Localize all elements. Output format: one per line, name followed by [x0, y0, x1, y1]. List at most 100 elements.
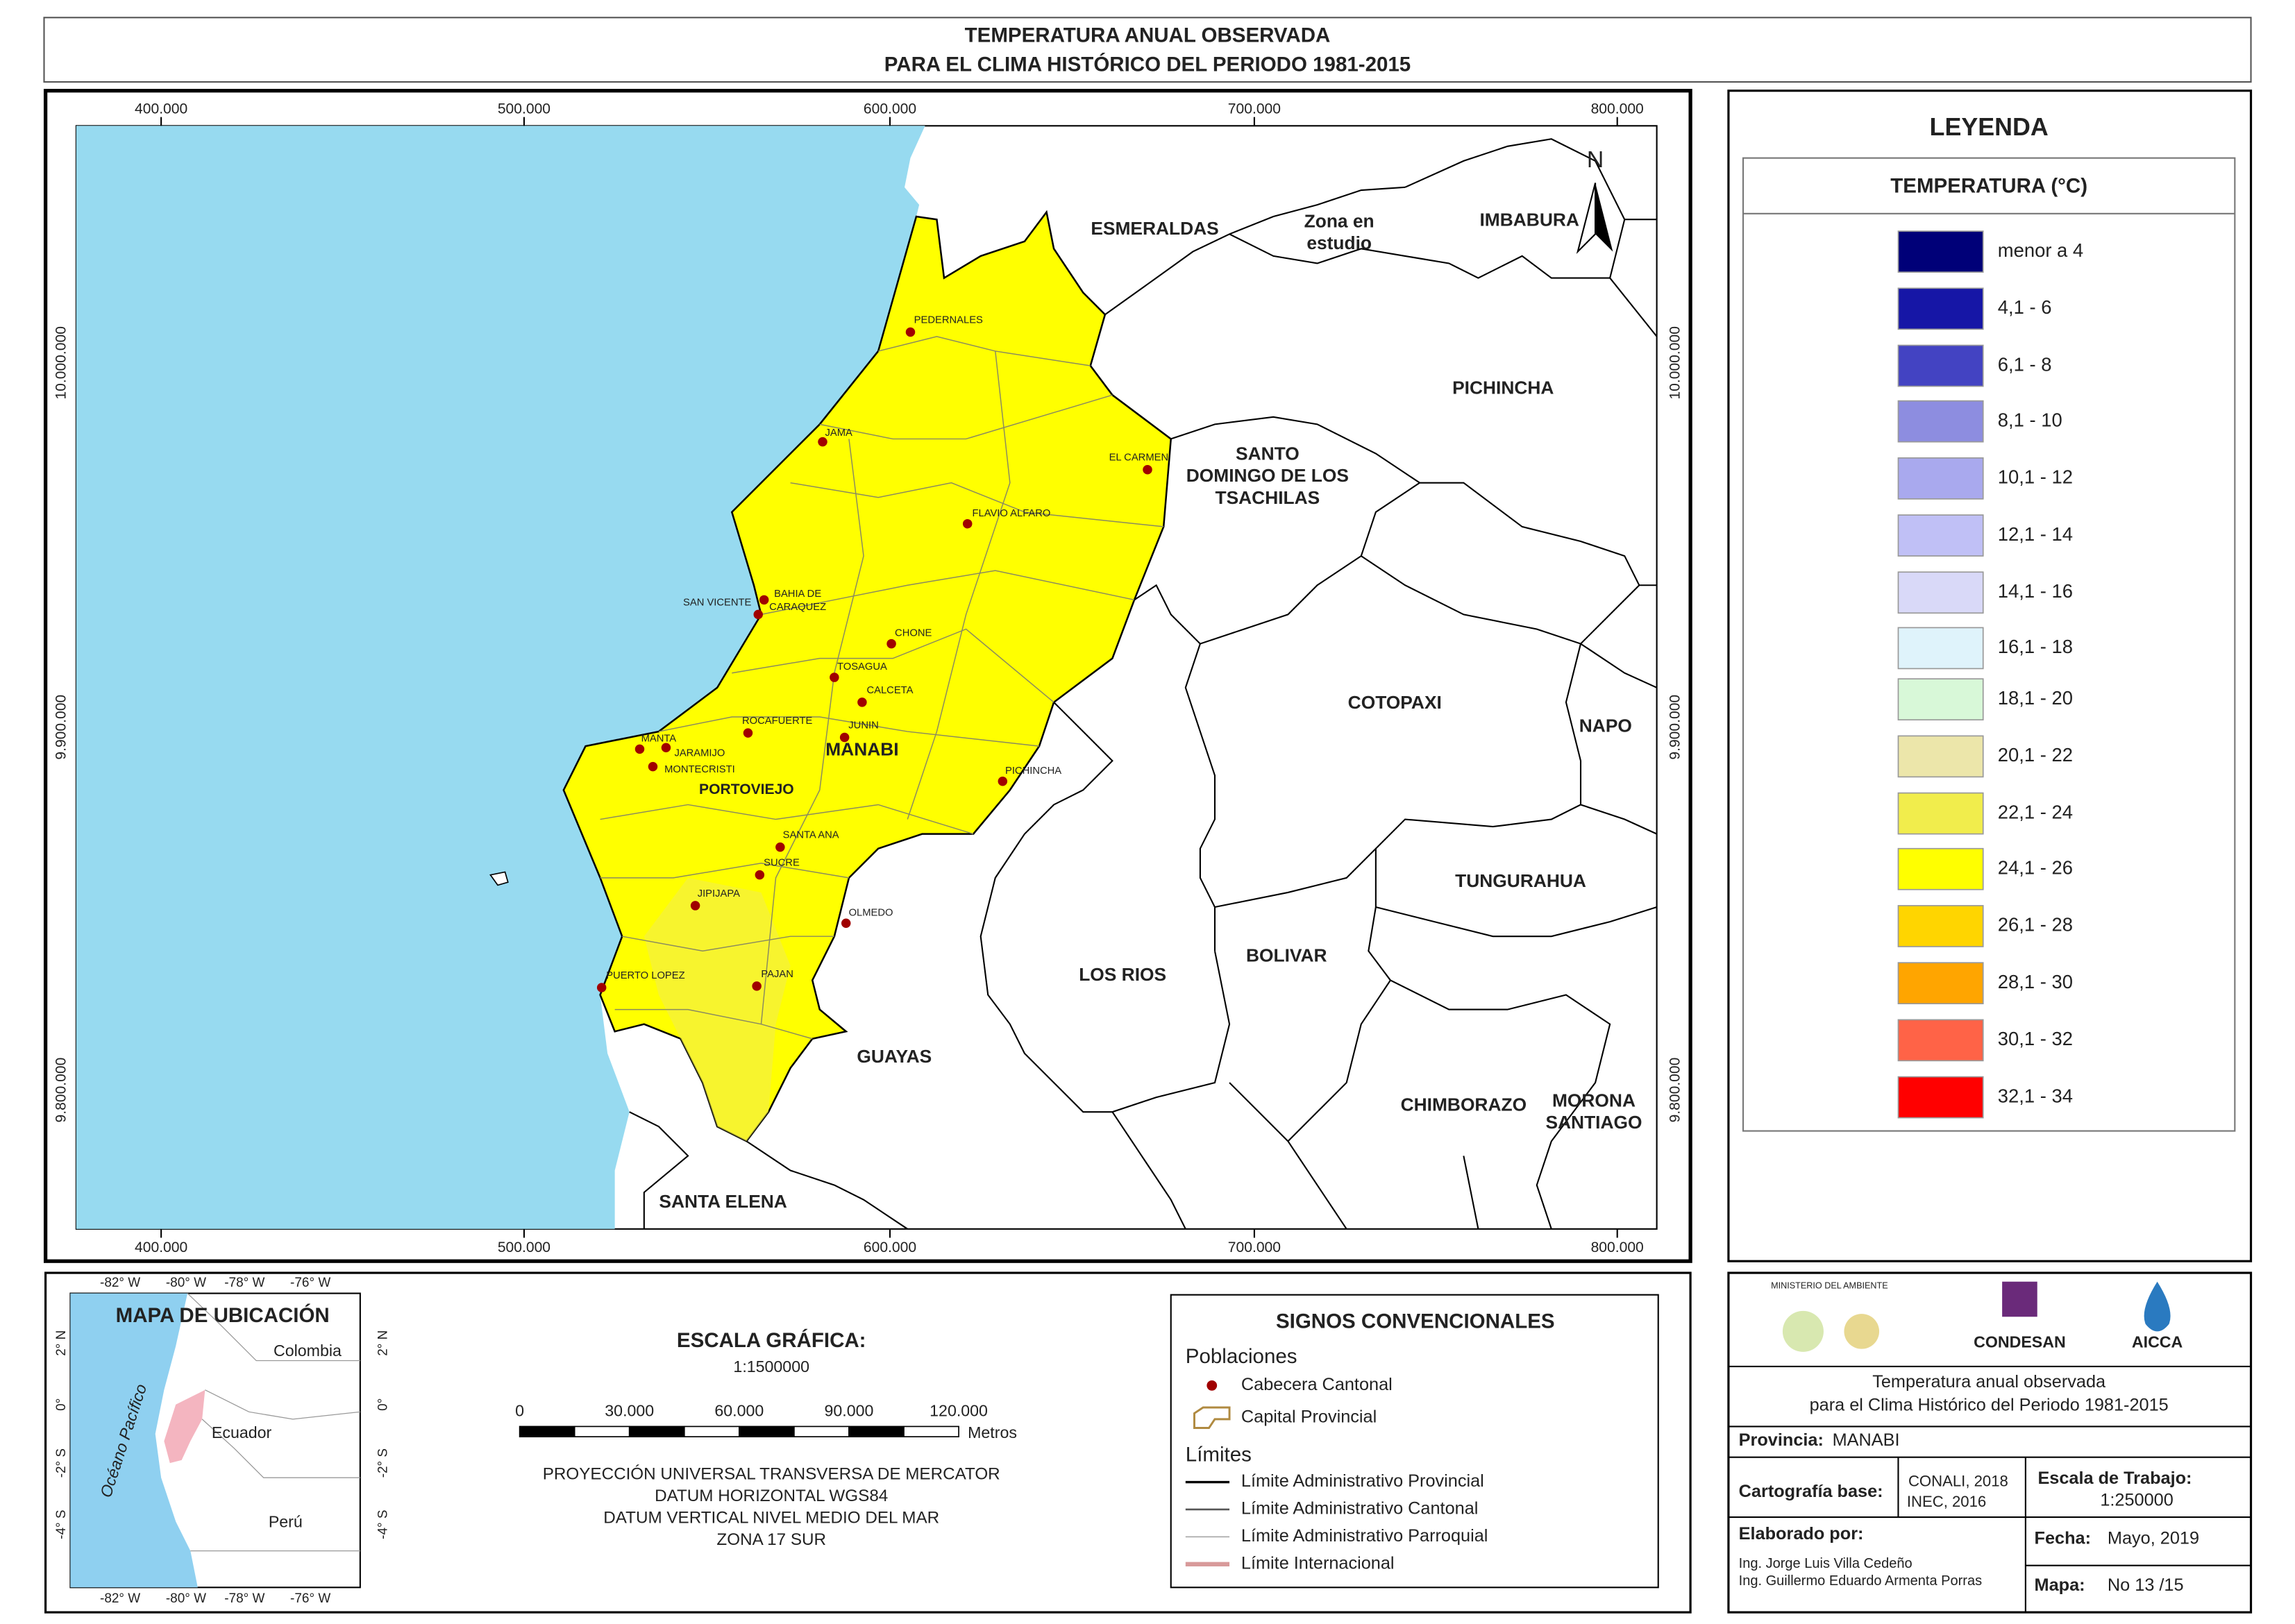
lon-label: -80° W — [166, 1591, 206, 1606]
legend-swatch — [1897, 847, 1984, 890]
info-value: INEC, 2016 — [1907, 1493, 1986, 1510]
legend-swatch — [1897, 678, 1984, 721]
town-dot — [634, 744, 645, 754]
legend-label: 8,1 - 10 — [1998, 409, 2062, 430]
grid-x-label: 600.000 — [864, 1240, 916, 1255]
scale-ratio: 1:1500000 — [733, 1357, 809, 1376]
legend-subtitle: TEMPERATURA (°C) — [1890, 175, 2087, 198]
capital-symbol — [1193, 1406, 1231, 1429]
town-label: PEDERNALES — [914, 315, 983, 326]
grid-x-label: 500.000 — [498, 1240, 550, 1255]
logo-text: MINISTERIO DEL AMBIENTE — [1771, 1280, 1888, 1290]
province-label: NAPO — [1579, 716, 1632, 736]
info-value: Ing. Guillermo Eduardo Armenta Porras — [1739, 1573, 1982, 1589]
scale-title: ESCALA GRÁFICA: — [677, 1328, 866, 1352]
title-frame — [43, 17, 2252, 83]
symbols-heading: Poblaciones — [1186, 1345, 1297, 1368]
town-dot — [690, 901, 700, 911]
title-line: PARA EL CLIMA HISTÓRICO DEL PERIODO 1981… — [884, 53, 1411, 76]
town-label: MONTECRISTI — [664, 764, 735, 775]
legend-label: 12,1 - 14 — [1998, 523, 2073, 545]
province-label: CHIMBORAZO — [1401, 1094, 1527, 1115]
scale-tick: 120.000 — [930, 1401, 988, 1419]
legend-label: 16,1 - 18 — [1998, 636, 2073, 657]
cantonal-limit — [819, 394, 1113, 440]
lon-label: -82° W — [100, 1276, 140, 1290]
provincial-limit — [1287, 1140, 1347, 1230]
provincial-limit — [1580, 804, 1658, 835]
province-label: GUAYAS — [857, 1046, 932, 1067]
info-label: Provincia: — [1739, 1430, 1824, 1450]
info-value: No 13 /15 — [2108, 1575, 2184, 1595]
scale-bar — [683, 1426, 740, 1438]
grid-x-label: 600.000 — [864, 101, 916, 117]
info-value: 1:250000 — [2100, 1491, 2173, 1510]
lon-label: -76° W — [290, 1276, 330, 1290]
logo-icon — [1782, 1310, 1824, 1352]
info-grid — [1728, 1365, 2251, 1613]
town-label: ROCAFUERTE — [742, 716, 813, 727]
province-label: Zona en — [1304, 210, 1375, 231]
scale-bar — [793, 1426, 850, 1438]
legend-swatch — [1897, 905, 1984, 947]
info-label: Mapa: — [2035, 1575, 2085, 1595]
cantonal-limit — [760, 439, 864, 1024]
province-label: MORONA — [1552, 1090, 1636, 1110]
grid-y-label: 9.900.000 — [53, 695, 69, 760]
provincial-limit — [1214, 643, 1582, 908]
legend-label: 24,1 - 26 — [1998, 856, 2073, 878]
town-label: JIPIJAPA — [698, 888, 740, 899]
provincial-limit — [1580, 643, 1658, 688]
town-symbol — [1207, 1380, 1218, 1391]
cantonal-limit — [907, 350, 1011, 820]
ocean — [76, 126, 925, 1229]
province-label: BOLIVAR — [1246, 945, 1327, 966]
cantonal-limit — [732, 628, 1054, 703]
scale-bar — [848, 1426, 905, 1438]
provincial-limit — [746, 1140, 908, 1230]
legend-label: 30,1 - 32 — [1998, 1028, 2073, 1049]
provincial-limit — [1104, 186, 1406, 316]
legend-label: 18,1 - 20 — [1998, 687, 2073, 709]
legend-swatch — [1897, 627, 1984, 670]
grid-y-label: 10.000.000 — [53, 326, 69, 399]
location-border — [205, 1389, 360, 1420]
scale-bar — [573, 1426, 630, 1438]
town-dot — [886, 638, 896, 649]
province-label: PICHINCHA — [1452, 378, 1554, 398]
provincial-limit — [1463, 1156, 1479, 1230]
legend-swatch — [1897, 1076, 1984, 1119]
location-title: MAPA DE UBICACIÓN — [116, 1303, 330, 1327]
town-label: SAN VICENTE — [683, 597, 752, 608]
province-label: LOS RIOS — [1079, 964, 1166, 985]
legend-swatch — [1897, 962, 1984, 1005]
cantonal-limit — [600, 863, 850, 879]
town-dot — [818, 437, 827, 447]
lat-label: -2° S — [376, 1448, 391, 1478]
legend-label: 20,1 - 22 — [1998, 744, 2073, 766]
provincial-limit — [1609, 277, 1658, 337]
bottom-frame — [44, 1271, 1692, 1614]
grid-x-label: 400.000 — [135, 1240, 187, 1255]
town-dot — [905, 327, 916, 337]
province-label: SANTA ELENA — [659, 1191, 787, 1212]
town-label: TOSAGUA — [837, 661, 887, 673]
info-label: Elaborado por: — [1739, 1524, 1864, 1543]
province-label: estudio — [1306, 232, 1372, 253]
scale-tick: 30.000 — [605, 1401, 654, 1419]
scale-bar — [903, 1426, 959, 1438]
town-dot — [753, 609, 763, 620]
provincial-limit — [1229, 848, 1392, 1142]
projection-line: PROYECCIÓN UNIVERSAL TRANSVERSA DE MERCA… — [543, 1464, 1000, 1483]
symbols-item: Límite Administrativo Cantonal — [1241, 1499, 1478, 1519]
scale-tick: 0 — [515, 1401, 524, 1419]
cantonal-limit — [790, 482, 1164, 527]
town-dot — [752, 981, 762, 991]
cantonal-limit — [614, 1008, 813, 1040]
grid-x-label: 700.000 — [1228, 101, 1281, 117]
legend-label: 22,1 - 24 — [1998, 801, 2073, 822]
symbols-item: Capital Provincial — [1241, 1407, 1377, 1426]
legend-swatch — [1897, 230, 1984, 273]
provincial-limit — [1390, 979, 1611, 1230]
